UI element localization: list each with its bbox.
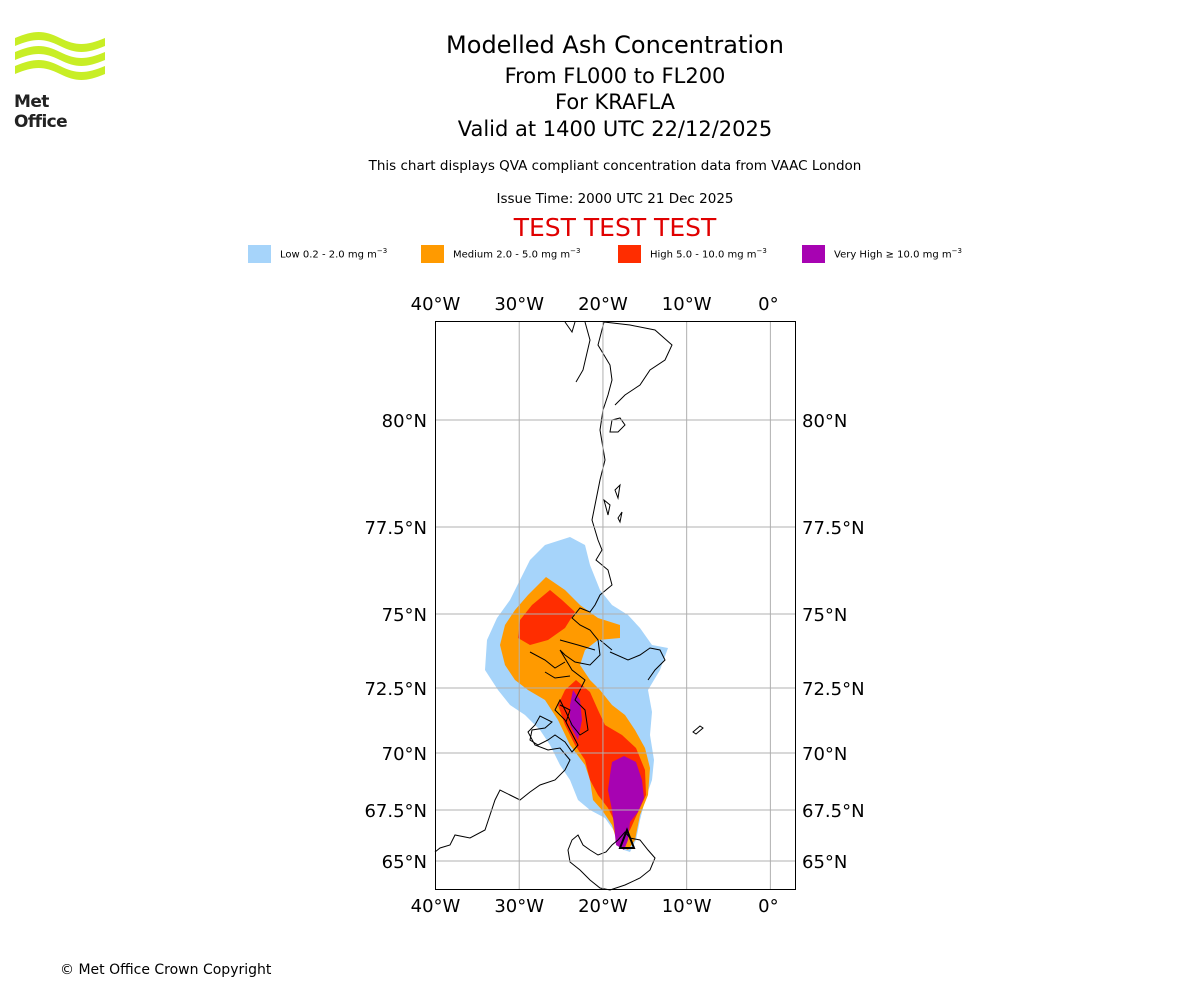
- legend-item-low: Low 0.2 - 2.0 mg m−3: [248, 244, 387, 264]
- copyright-footer: © Met Office Crown Copyright: [60, 962, 272, 978]
- lat-label-left-4: 70°N: [382, 744, 427, 765]
- lat-label-right-4: 70°N: [802, 744, 847, 765]
- met-office-logo: Met Office: [14, 30, 106, 132]
- legend-label-high: High 5.0 - 10.0 mg m−3: [650, 247, 767, 261]
- lat-label-left-3: 72.5°N: [364, 679, 427, 700]
- legend-item-high: High 5.0 - 10.0 mg m−3: [618, 244, 767, 264]
- legend-swatch-high: [618, 245, 641, 263]
- ash-layer-very-high: [570, 690, 644, 850]
- lat-label-left-2: 75°N: [382, 605, 427, 626]
- lat-label-right-5: 67.5°N: [802, 801, 865, 822]
- legend-item-medium: Medium 2.0 - 5.0 mg m−3: [421, 244, 580, 264]
- lat-label-right-1: 77.5°N: [802, 518, 865, 539]
- latitude-labels-left: 80°N 77.5°N 75°N 72.5°N 70°N 67.5°N 65°N: [364, 411, 427, 873]
- legend-swatch-low: [248, 245, 271, 263]
- legend-item-very-high: Very High ≥ 10.0 mg m−3: [802, 244, 962, 264]
- lat-label-right-3: 72.5°N: [802, 679, 865, 700]
- volcano-name: For KRAFLA: [555, 90, 675, 114]
- valid-time: Valid at 1400 UTC 22/12/2025: [457, 117, 773, 141]
- lon-label-bottom-1: 30°W: [494, 896, 544, 917]
- jan-mayen: [692, 725, 704, 735]
- lon-label-bottom-0: 40°W: [411, 896, 461, 917]
- lon-label-top-2: 20°W: [578, 294, 628, 315]
- lat-label-left-1: 77.5°N: [364, 518, 427, 539]
- coastlines: [434, 321, 704, 891]
- longitude-labels-top: 40°W 30°W 20°W 10°W 0°: [411, 294, 779, 315]
- map-gridlines: [435, 321, 796, 890]
- greenland-coast: [434, 321, 613, 853]
- latitude-labels-right: 80°N 77.5°N 75°N 72.5°N 70°N 67.5°N 65°N: [802, 411, 865, 873]
- lat-label-right-6: 65°N: [802, 852, 847, 873]
- test-banner: TEST TEST TEST: [513, 213, 717, 242]
- lat-label-right-0: 80°N: [802, 411, 847, 432]
- map-frame: [435, 321, 796, 890]
- longitude-labels-bottom: 40°W 30°W 20°W 10°W 0°: [411, 896, 779, 917]
- flight-level-range: From FL000 to FL200: [504, 64, 726, 88]
- legend-label-low: Low 0.2 - 2.0 mg m−3: [280, 247, 388, 261]
- lon-label-top-3: 10°W: [662, 294, 712, 315]
- legend-swatch-very-high: [802, 245, 825, 263]
- met-office-waves-icon: [15, 32, 105, 80]
- fjord-lines: [529, 639, 613, 723]
- concentration-legend: Low 0.2 - 2.0 mg m−3 Medium 2.0 - 5.0 mg…: [0, 244, 1200, 264]
- lon-label-top-4: 0°: [758, 294, 778, 315]
- lon-label-bottom-3: 10°W: [662, 896, 712, 917]
- issue-time: Issue Time: 2000 UTC 21 Dec 2025: [496, 191, 734, 207]
- svalbard-east-coast: [609, 647, 666, 681]
- chart-title: Modelled Ash Concentration: [446, 31, 784, 59]
- lat-label-left-6: 65°N: [382, 852, 427, 873]
- lon-label-top-0: 40°W: [411, 294, 461, 315]
- greenland-north-coast: [603, 321, 673, 406]
- lon-label-bottom-2: 20°W: [578, 896, 628, 917]
- legend-swatch-medium: [421, 245, 444, 263]
- legend-label-medium: Medium 2.0 - 5.0 mg m−3: [453, 247, 581, 261]
- lon-label-bottom-4: 0°: [758, 896, 778, 917]
- lat-label-right-2: 75°N: [802, 605, 847, 626]
- greenland-islands: [603, 417, 626, 524]
- chart-description: This chart displays QVA compliant concen…: [368, 158, 862, 174]
- legend-label-very-high: Very High ≥ 10.0 mg m−3: [834, 247, 962, 261]
- logo-text: Met Office: [14, 92, 68, 132]
- lat-label-left-0: 80°N: [382, 411, 427, 432]
- lat-label-left-5: 67.5°N: [364, 801, 427, 822]
- lon-label-top-1: 30°W: [494, 294, 544, 315]
- vent-marker-icon: [618, 827, 636, 849]
